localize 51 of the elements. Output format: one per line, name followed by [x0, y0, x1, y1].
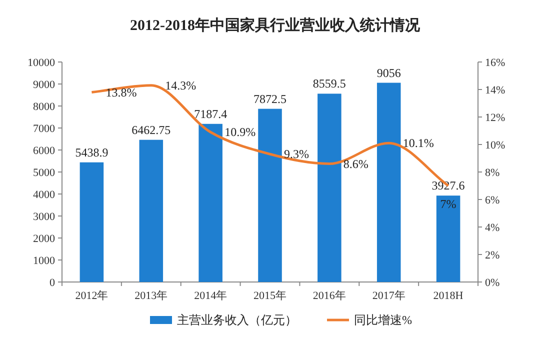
data-label: 14.3%	[165, 78, 196, 92]
y-tick-label: 1000	[33, 255, 56, 267]
y-tick-label: 2000	[33, 233, 56, 245]
data-label: 7187.4	[194, 106, 228, 121]
data-label: 7872.5	[254, 92, 286, 106]
y2-tick-label: 4%	[485, 222, 500, 234]
bar	[139, 140, 164, 282]
y2-tick-label: 12%	[485, 112, 506, 124]
bar	[258, 108, 282, 282]
y-tick-label: 7000	[33, 123, 56, 135]
data-label: 10.1%	[402, 136, 434, 150]
data-label: 8559.5	[312, 76, 346, 91]
bar	[376, 82, 401, 282]
bar	[198, 124, 222, 282]
data-label: 9.3%	[284, 147, 309, 162]
y2-tick-label: 14%	[485, 84, 506, 96]
legend-label: 主营业务收入（亿元）	[177, 313, 297, 327]
data-label: 8.6%	[343, 156, 368, 171]
y2-tick-label: 16%	[485, 57, 506, 69]
y-tick-label: 3000	[33, 211, 56, 223]
y2-tick-label: 2%	[485, 250, 500, 262]
y2-tick-label: 0%	[485, 277, 500, 289]
data-label: 9056	[376, 66, 401, 80]
y2-tick-label: 6%	[485, 194, 500, 206]
data-label: 3927.6	[432, 178, 465, 193]
y2-tick-label: 10%	[485, 140, 506, 152]
data-label: 6462.75	[132, 122, 171, 137]
legend-label: 同比增速%	[354, 313, 412, 327]
y-tick-label: 8000	[33, 101, 56, 113]
x-tick-label: 2013年	[134, 290, 168, 302]
chart-title: 2012-2018年中国家具行业营业收入统计情况	[130, 16, 421, 34]
y-tick-label: 4000	[33, 189, 56, 201]
y2-tick-label: 8%	[485, 167, 500, 179]
x-tick-label: 2015年	[254, 290, 286, 302]
y-tick-label: 0	[50, 277, 56, 289]
x-tick-label: 2018H	[433, 290, 464, 302]
y-tick-label: 10000	[28, 57, 56, 69]
y-tick-label: 5000	[33, 167, 56, 179]
x-tick-label: 2016年	[312, 290, 346, 302]
y-tick-label: 6000	[33, 145, 56, 157]
y-tick-label: 9000	[33, 79, 56, 91]
bar	[436, 196, 460, 282]
bar	[318, 94, 342, 282]
x-tick-label: 2017年	[372, 290, 406, 302]
data-label: 10.9%	[224, 125, 256, 140]
x-tick-label: 2014年	[194, 290, 228, 302]
bar	[80, 162, 104, 282]
data-label: 13.8%	[106, 85, 137, 100]
data-label: 5438.9	[75, 145, 108, 160]
data-label: 7%	[440, 196, 456, 211]
x-tick-label: 2012年	[75, 290, 108, 302]
